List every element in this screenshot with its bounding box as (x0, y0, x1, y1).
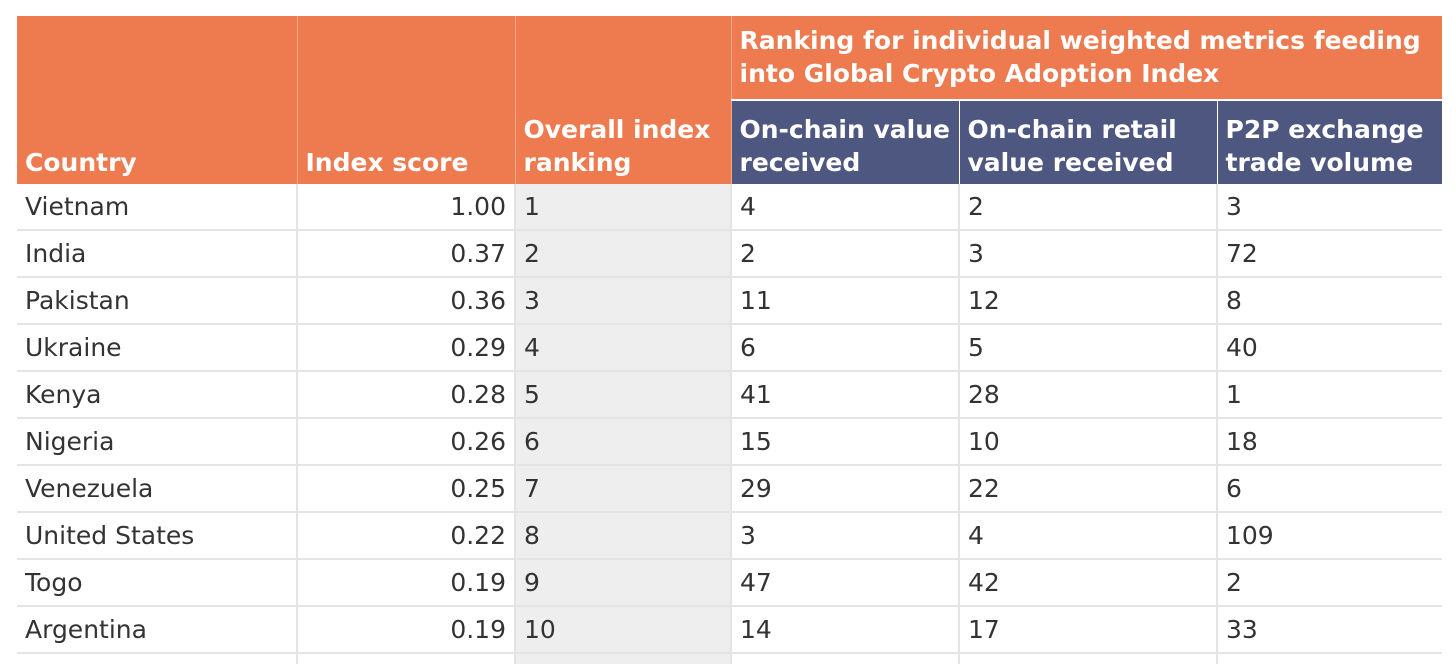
header-index-score: Index score (297, 16, 516, 184)
cell-p2p: 1 (1217, 371, 1442, 419)
cell-onchain: 4 (731, 184, 960, 231)
cell-score: 0.37 (297, 230, 516, 278)
header-onchain-retail: On-chain retail value received (959, 100, 1218, 184)
cell-country: Kenya (17, 371, 298, 419)
cell-country: Vietnam (17, 184, 298, 231)
cell-country: United States (17, 512, 298, 560)
table-row: Nigeria 0.26 6 15 10 18 (17, 418, 1442, 466)
cell-p2p: 109 (1217, 512, 1442, 560)
cell-onchain: 14 (731, 606, 960, 654)
header-country: Country (17, 16, 298, 184)
cell-p2p: 3 (1217, 184, 1442, 231)
header-p2p-volume: P2P exchange trade volume (1217, 100, 1442, 184)
cell-p2p: 6 (1217, 465, 1442, 513)
cell-retail: 12 (959, 277, 1218, 325)
table-row: Ukraine 0.29 4 6 5 40 (17, 324, 1442, 372)
cell-p2p: 72 (1217, 230, 1442, 278)
cell-rank: 10 (515, 606, 732, 654)
cell-retail: 42 (959, 559, 1218, 607)
table-row: Argentina 0.19 10 14 17 33 (17, 606, 1442, 654)
table-row: Vietnam 1.00 1 4 2 3 (17, 184, 1442, 231)
cell-retail: 22 (959, 465, 1218, 513)
table-row: Kenya 0.28 5 41 28 1 (17, 371, 1442, 419)
cell-country: Togo (17, 559, 298, 607)
table-row: United States 0.22 8 3 4 109 (17, 512, 1442, 560)
cell-p2p: 8 (1217, 277, 1442, 325)
cell-onchain: 15 (731, 418, 960, 466)
cell-onchain: 2 (731, 230, 960, 278)
cell-rank: 2 (515, 230, 732, 278)
table-header: Country Index score Overall index rankin… (17, 16, 1442, 184)
cell-score: 0.36 (297, 277, 516, 325)
crypto-adoption-table: Country Index score Overall index rankin… (17, 16, 1442, 664)
cell-onchain: 6 (731, 324, 960, 372)
cell-rank: 8 (515, 512, 732, 560)
cell-score: 0.19 (297, 559, 516, 607)
cell-score: 0.22 (297, 512, 516, 560)
cell-retail: 5 (959, 324, 1218, 372)
header-onchain-value: On-chain value received (731, 100, 960, 184)
cell-retail: 4 (959, 512, 1218, 560)
cell-retail: 28 (959, 371, 1218, 419)
table-row: India 0.37 2 2 3 72 (17, 230, 1442, 278)
cell-rank: 3 (515, 277, 732, 325)
cell-p2p: 18 (1217, 418, 1442, 466)
table-body: Vietnam 1.00 1 4 2 3 India 0.37 2 2 3 72… (17, 184, 1442, 664)
cell-score: 0.26 (297, 418, 516, 466)
header-metrics-group: Ranking for individual weighted metrics … (731, 16, 1442, 101)
cell-p2p: 33 (1217, 606, 1442, 654)
cell-onchain: 11 (731, 277, 960, 325)
cell-score: 0.28 (297, 371, 516, 419)
cell-rank: 4 (515, 324, 732, 372)
cell-retail: 3 (959, 230, 1218, 278)
cell-rank: 9 (515, 559, 732, 607)
cell-retail: 10 (959, 418, 1218, 466)
cell-rank: 7 (515, 465, 732, 513)
cell-country: India (17, 230, 298, 278)
cell-retail: 2 (959, 184, 1218, 231)
cell-country: Argentina (17, 606, 298, 654)
cell-onchain: 41 (731, 371, 960, 419)
table-row: Venezuela 0.25 7 29 22 6 (17, 465, 1442, 513)
cell-onchain: 29 (731, 465, 960, 513)
cell-rank: 1 (515, 184, 732, 231)
cell-score: 0.29 (297, 324, 516, 372)
cell-score: 1.00 (297, 184, 516, 231)
cell-score: 0.19 (297, 606, 516, 654)
cell-score: 0.25 (297, 465, 516, 513)
cell-p2p: 2 (1217, 559, 1442, 607)
table-row: Togo 0.19 9 47 42 2 (17, 559, 1442, 607)
cell-country: Nigeria (17, 418, 298, 466)
table-row: Pakistan 0.36 3 11 12 8 (17, 277, 1442, 325)
cell-country: Pakistan (17, 277, 298, 325)
header-overall-ranking: Overall index ranking (515, 16, 732, 184)
cell-onchain: 3 (731, 512, 960, 560)
cell-country: Ukraine (17, 324, 298, 372)
cell-retail: 17 (959, 606, 1218, 654)
cell-country: Venezuela (17, 465, 298, 513)
cell-rank: 5 (515, 371, 732, 419)
cell-p2p: 40 (1217, 324, 1442, 372)
cell-rank: 6 (515, 418, 732, 466)
cell-onchain: 47 (731, 559, 960, 607)
